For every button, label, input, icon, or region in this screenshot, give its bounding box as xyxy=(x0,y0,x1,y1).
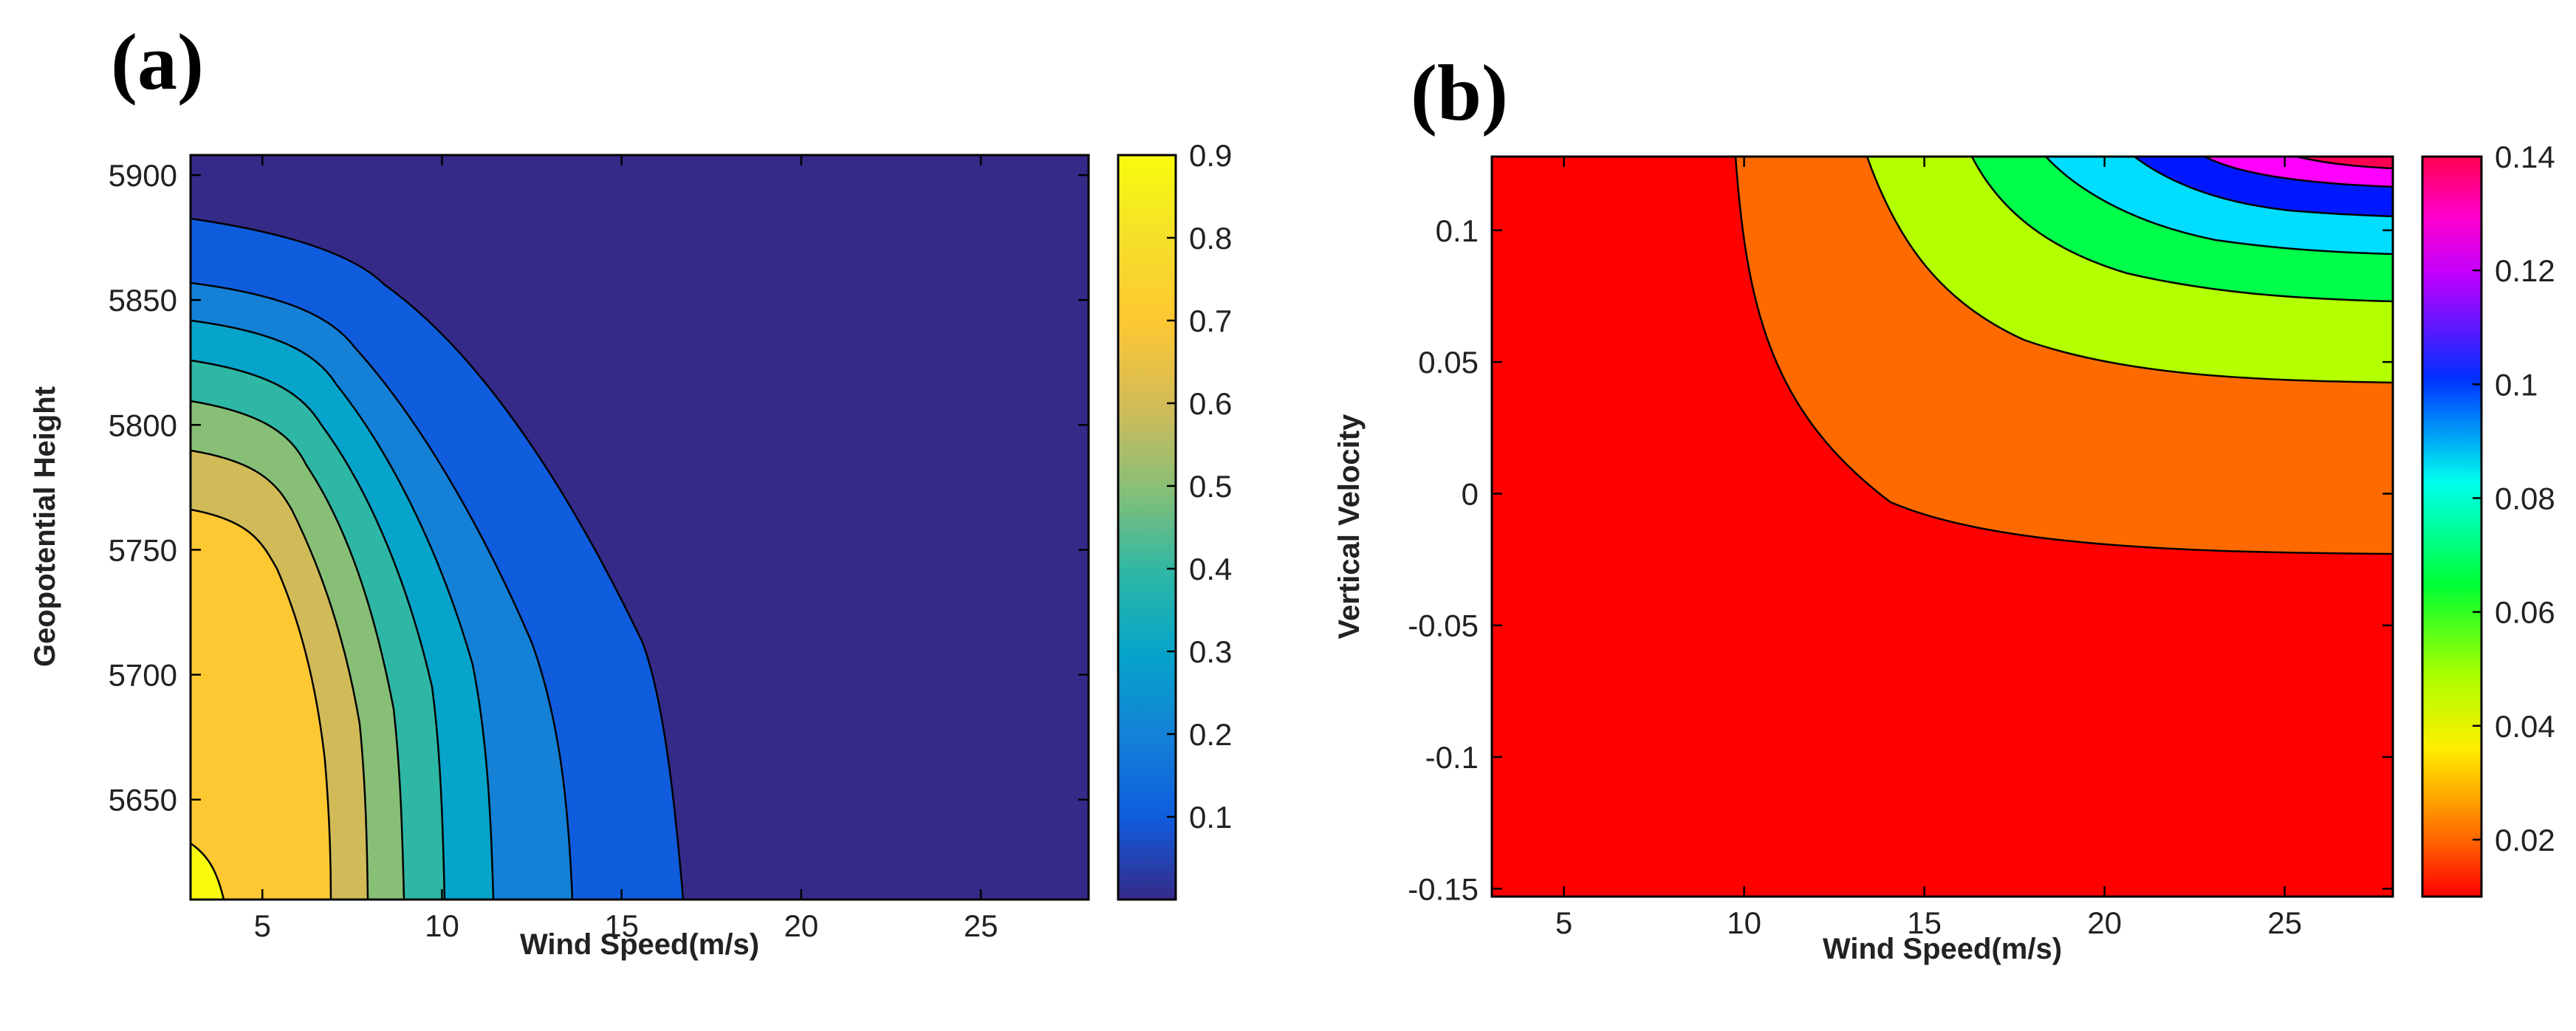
colorbar-tick-label: 0.1 xyxy=(1189,800,1232,835)
colorbar-tick-label: 0.02 xyxy=(2495,823,2555,857)
y-tick-label: 5700 xyxy=(109,658,177,693)
panel-a-colorbar xyxy=(1117,154,1177,901)
x-tick-label: 15 xyxy=(604,908,639,943)
y-tick-label: 5750 xyxy=(109,532,177,567)
colorbar-tick-label: 0.12 xyxy=(2495,253,2555,288)
y-tick-label: 5850 xyxy=(109,283,177,318)
colorbar-tick-label: 0.04 xyxy=(2495,709,2555,744)
panel-a-x-ticks: 5 10 15 20 25 xyxy=(254,155,998,943)
panel-a-contour-field xyxy=(191,155,1089,900)
colorbar-tick-label: 0.2 xyxy=(1189,717,1232,752)
panel-a-y-ticks: 5650 5700 5750 5800 5850 5900 xyxy=(109,158,1089,818)
panel-b-label: (b) xyxy=(1411,49,1508,137)
colorbar-tick-label: 0.7 xyxy=(1189,304,1232,338)
x-tick-label: 25 xyxy=(2267,905,2302,940)
panel-b-x-ticks: 5 10 15 20 25 xyxy=(1555,157,2302,940)
panel-b-plot-frame xyxy=(1490,155,2394,898)
panel-a-colorbar-ticks: 0.1 0.2 0.3 0.4 0.5 0.6 0.7 0.8 0.9 xyxy=(1167,138,1232,835)
panel-a: (a) 5 10 15 20 25 5650 5700 5750 5800 5850 5900 W… xyxy=(29,18,1232,961)
panel-a-x-axis-title: Wind Speed(m/s) xyxy=(520,928,759,961)
panel-a-y-axis-title: Geopotential Height xyxy=(29,386,61,667)
y-tick-label: 5900 xyxy=(109,158,177,193)
colorbar-tick-label: 0.8 xyxy=(1189,221,1232,256)
y-tick-label: -0.15 xyxy=(1408,871,1479,906)
x-tick-label: 25 xyxy=(964,908,998,943)
colorbar-tick-label: 0.4 xyxy=(1189,552,1232,586)
panel-a-label: (a) xyxy=(111,18,204,106)
x-tick-label: 5 xyxy=(1555,905,1572,940)
colorbar-tick-label: 0.9 xyxy=(1189,138,1232,173)
x-tick-label: 20 xyxy=(784,908,819,943)
y-tick-label: -0.05 xyxy=(1408,609,1479,643)
x-tick-label: 5 xyxy=(254,908,271,943)
panel-b-y-axis-title: Vertical Velocity xyxy=(1333,414,1366,639)
y-tick-label: 5800 xyxy=(109,408,177,442)
colorbar-tick-label: 0.14 xyxy=(2495,140,2555,174)
y-tick-label: 0.1 xyxy=(1436,213,1479,248)
colorbar-tick-label: 0.08 xyxy=(2495,481,2555,516)
panel-b-colorbar-ticks: 0.02 0.04 0.06 0.08 0.1 0.12 0.14 xyxy=(2473,140,2555,857)
colorbar-tick-label: 0.06 xyxy=(2495,595,2555,630)
x-tick-label: 10 xyxy=(425,908,459,943)
x-tick-label: 10 xyxy=(1727,905,1761,940)
x-tick-label: 15 xyxy=(1907,905,1942,940)
colorbar-tick-label: 0.3 xyxy=(1189,634,1232,669)
colorbar-tick-label: 0.6 xyxy=(1189,386,1232,421)
panel-b-colorbar xyxy=(2421,155,2483,898)
y-tick-label: 0.05 xyxy=(1418,345,1479,380)
x-tick-label: 20 xyxy=(2087,905,2122,940)
panel-b-y-ticks: -0.15 -0.1 -0.05 0 0.05 0.1 xyxy=(1408,213,2393,906)
panel-b-contour-field xyxy=(1492,157,2393,897)
y-tick-label: -0.1 xyxy=(1425,740,1479,775)
y-tick-label: 5650 xyxy=(109,783,177,818)
y-tick-label: 0 xyxy=(1462,476,1479,511)
panel-b-x-axis-title: Wind Speed(m/s) xyxy=(1823,933,2062,965)
colorbar-tick-label: 0.1 xyxy=(2495,367,2538,402)
colorbar-tick-label: 0.5 xyxy=(1189,469,1232,504)
panel-b: (b) 5 10 15 20 25 -0.15 -0.1 -0.05 0 0.05 0.1 Win… xyxy=(1333,49,2555,965)
panel-a-plot-frame xyxy=(189,154,1090,901)
region-a-7 xyxy=(191,508,332,900)
